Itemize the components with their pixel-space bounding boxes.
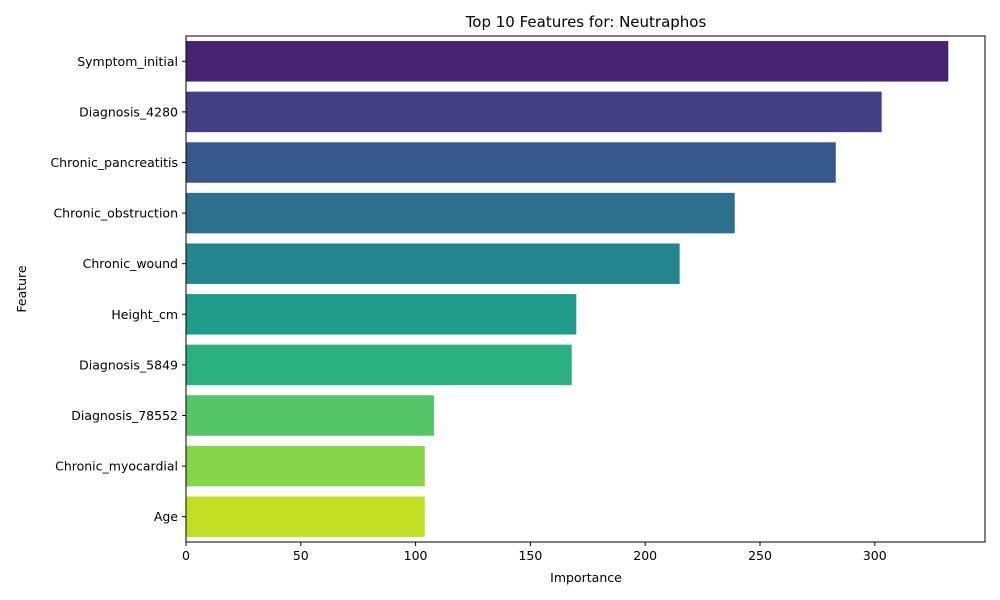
x-tick-labels: 0 50 100 150 200 250 300: [182, 542, 887, 563]
x-tick-label: 300: [863, 548, 887, 563]
bar-symptom-initial: [186, 41, 949, 82]
y-axis-label: Feature: [14, 265, 29, 313]
x-tick-label: 0: [182, 548, 190, 563]
y-tick-label: Diagnosis_4280: [79, 104, 178, 119]
bar-height-cm: [186, 294, 577, 335]
x-tick-label: 100: [404, 548, 428, 563]
plot-frame: [185, 35, 986, 543]
bar-age: [186, 496, 425, 537]
y-tick-label: Chronic_myocardial: [55, 459, 178, 474]
x-tick-label: 250: [748, 548, 772, 563]
bar-chronic-myocardial: [186, 445, 425, 487]
y-tick-label: Diagnosis_5849: [79, 357, 178, 372]
y-tick-label: Chronic_pancreatitis: [50, 155, 178, 170]
bar-diagnosis-5849: [186, 344, 572, 386]
y-tick-label: Age: [154, 509, 178, 524]
bar-diagnosis-78552: [186, 395, 434, 436]
bar-chronic-pancreatitis: [186, 142, 836, 183]
bars-group: [186, 41, 949, 537]
x-tick-label: 200: [633, 548, 657, 563]
chart-title: Top 10 Features for: Neutraphos: [465, 13, 707, 31]
y-tick-label: Chronic_obstruction: [53, 206, 178, 221]
y-tick-label: Diagnosis_78552: [71, 408, 178, 423]
bar-chronic-obstruction: [186, 192, 735, 234]
bar-diagnosis-4280: [186, 91, 882, 133]
x-axis-label: Importance: [550, 570, 622, 585]
bar-chronic-wound: [186, 243, 680, 284]
x-tick-label: 50: [293, 548, 309, 563]
y-tick-labels: Symptom_initial Diagnosis_4280 Chronic_pan…: [50, 54, 186, 524]
x-tick-label: 150: [518, 548, 542, 563]
y-tick-label: Symptom_initial: [77, 54, 178, 69]
y-tick-label: Chronic_wound: [83, 256, 178, 271]
y-tick-label: Height_cm: [111, 307, 178, 322]
